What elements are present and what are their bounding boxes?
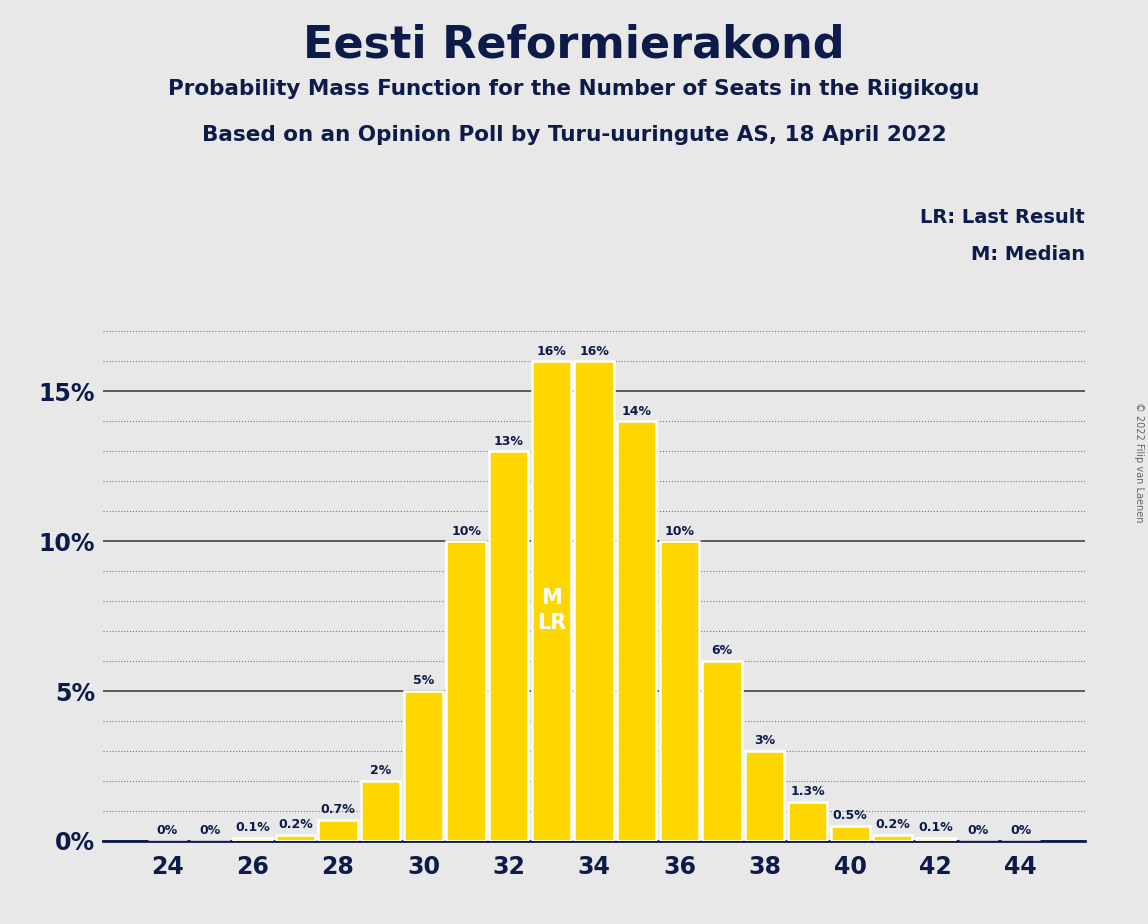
Bar — [318, 820, 358, 841]
Text: 0.2%: 0.2% — [876, 819, 910, 832]
Text: 0%: 0% — [157, 824, 178, 837]
Text: 6%: 6% — [712, 644, 732, 658]
Text: 0.1%: 0.1% — [235, 821, 270, 834]
Text: 10%: 10% — [451, 525, 481, 538]
Text: 14%: 14% — [622, 405, 652, 418]
Text: 0%: 0% — [968, 824, 988, 837]
Text: 5%: 5% — [413, 675, 434, 687]
Text: 10%: 10% — [665, 525, 695, 538]
Text: 0.5%: 0.5% — [832, 809, 868, 822]
Bar — [447, 541, 486, 841]
Text: © 2022 Filip van Laenen: © 2022 Filip van Laenen — [1134, 402, 1143, 522]
Text: Based on an Opinion Poll by Turu-uuringute AS, 18 April 2022: Based on an Opinion Poll by Turu-uuringu… — [202, 125, 946, 145]
Bar — [362, 781, 401, 841]
Text: 13%: 13% — [494, 434, 523, 447]
Text: 0.1%: 0.1% — [918, 821, 953, 834]
Bar — [489, 451, 528, 841]
Text: Eesti Reformierakond: Eesti Reformierakond — [303, 23, 845, 67]
Text: 2%: 2% — [370, 764, 391, 777]
Bar — [532, 361, 571, 841]
Bar — [703, 661, 742, 841]
Bar — [233, 838, 272, 841]
Text: Probability Mass Function for the Number of Seats in the Riigikogu: Probability Mass Function for the Number… — [169, 79, 979, 99]
Text: 0.2%: 0.2% — [278, 819, 312, 832]
Text: 3%: 3% — [754, 735, 775, 748]
Bar — [788, 802, 827, 841]
Bar — [830, 826, 870, 841]
Bar — [574, 361, 614, 841]
Text: M
LR: M LR — [537, 589, 566, 633]
Bar — [874, 835, 913, 841]
Text: 16%: 16% — [579, 345, 610, 358]
Text: 1.3%: 1.3% — [790, 785, 824, 798]
Bar — [618, 421, 657, 841]
Bar — [660, 541, 699, 841]
Text: 16%: 16% — [536, 345, 566, 358]
Bar — [276, 835, 315, 841]
Text: 0%: 0% — [1010, 824, 1031, 837]
Text: 0%: 0% — [200, 824, 220, 837]
Bar — [916, 838, 955, 841]
Text: LR: Last Result: LR: Last Result — [920, 208, 1085, 227]
Text: 0.7%: 0.7% — [320, 803, 356, 816]
Bar — [404, 691, 443, 841]
Text: M: Median: M: Median — [971, 245, 1085, 264]
Bar — [745, 751, 784, 841]
